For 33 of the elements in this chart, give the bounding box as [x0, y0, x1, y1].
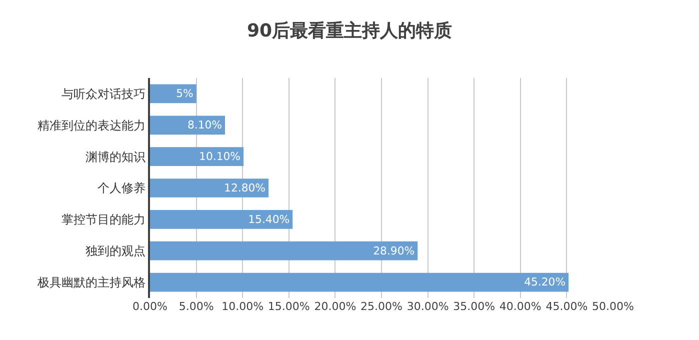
- bar: [150, 147, 244, 166]
- bar: [150, 272, 569, 292]
- bar: [150, 241, 418, 260]
- bar: [150, 84, 196, 104]
- x-tick-label: 40.00%: [499, 300, 542, 313]
- x-tick-label: 10.00%: [222, 300, 264, 313]
- data-label: 28.90%: [373, 244, 415, 258]
- x-tick-label: 5.00%: [178, 300, 214, 313]
- bar: [150, 116, 226, 135]
- data-label: 5%: [176, 87, 194, 100]
- chart-title: 90后最看重主持人的特质: [246, 20, 452, 42]
- x-tick-label: 30.00%: [406, 300, 449, 313]
- y-tick-label: 精准到位的表达能力: [38, 118, 146, 132]
- bar: [150, 178, 269, 198]
- data-label: 45.20%: [524, 276, 566, 289]
- data-label: 8.10%: [187, 118, 222, 132]
- y-tick-label: 独到的观点: [86, 244, 146, 258]
- y-tick-label: 与听众对话技巧: [62, 86, 146, 101]
- data-label: 12.80%: [224, 181, 266, 194]
- y-tick-label: 掌控节目的能力: [62, 212, 146, 227]
- data-label: 15.40%: [248, 212, 290, 226]
- x-tick-label: 35.00%: [453, 300, 496, 313]
- x-tick-label: 45.00%: [546, 300, 588, 313]
- bar: [150, 210, 293, 229]
- x-tick-label: 15.00%: [268, 300, 310, 313]
- x-tick-label: 20.00%: [314, 300, 356, 313]
- y-tick-label: 极具幽默的主持风格: [36, 275, 146, 290]
- y-tick-label: 个人修养: [98, 181, 146, 196]
- x-tick-label: 25.00%: [360, 300, 402, 313]
- y-tick-label: 渊博的知识: [86, 150, 146, 164]
- data-label: 10.10%: [199, 150, 241, 164]
- x-tick-label: 0.00%: [132, 300, 168, 313]
- x-tick-label: 50.00%: [592, 300, 634, 313]
